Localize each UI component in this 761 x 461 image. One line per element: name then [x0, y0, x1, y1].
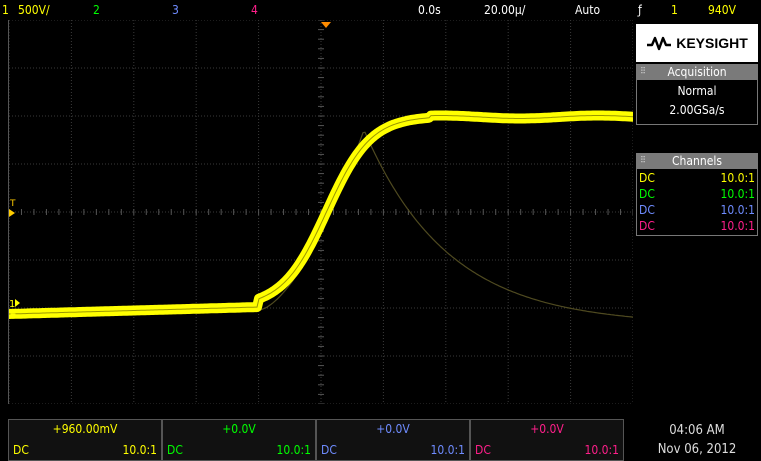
acquisition-panel[interactable]: Normal 2.00GSa/s [636, 80, 758, 125]
channel-coupling: DC [639, 219, 655, 233]
brand-logo: KEYSIGHT [636, 24, 758, 62]
channels-header[interactable]: ⠿ Channels [636, 153, 758, 169]
ch1-scale[interactable]: 500Ⅴ/ [18, 3, 50, 17]
trigger-position-marker [321, 22, 331, 28]
ch1-trace-core [8, 115, 634, 315]
channels-panel[interactable]: DC 10.0:1 DC 10.0:1 DC 10.0:1 DC 10.0:1 [636, 169, 758, 236]
channel-offset: +0.0V [530, 422, 564, 436]
clock-date: Nov 06, 2012 [657, 442, 737, 457]
status-bar: 1 500Ⅴ/ 2 3 4 0.0s 20.00µ/ Auto ƒ 1 940Ⅴ [0, 0, 761, 20]
channel-row[interactable]: DC 10.0:1 [637, 218, 757, 234]
ch1-ground-label: 1 [9, 299, 15, 310]
channel-coupling: DC [475, 443, 491, 457]
channel-offset: +0.0V [222, 422, 256, 436]
trigger-slope-icon: ƒ [638, 3, 642, 17]
channel-coupling: DC [639, 187, 655, 201]
channel-row[interactable]: DC 10.0:1 [637, 202, 757, 218]
channel-probe: 10.0:1 [720, 187, 755, 201]
side-panel: KEYSIGHT ⠿ Acquisition Normal 2.00GSa/s … [636, 24, 758, 408]
keysight-wave-icon [647, 36, 672, 51]
brand-name: KEYSIGHT [676, 35, 748, 51]
channel-coupling: DC [639, 171, 655, 185]
ch1-ground-marker [15, 299, 20, 307]
channel-probe: 10.0:1 [276, 443, 311, 457]
channel-probe: 10.0:1 [720, 171, 755, 185]
channel-1-info[interactable]: +960.00mV DC 10.0:1 [8, 419, 162, 461]
channel-coupling: DC [639, 203, 655, 217]
channel-offset: +960.00mV [52, 422, 118, 436]
channel-info-bar: +960.00mV DC 10.0:1 +0.0V DC 10.0:1 +0.0V DC 10.… [8, 419, 626, 461]
channel-coupling: DC [321, 443, 337, 457]
clock: 04:06 AM Nov 06, 2012 [636, 421, 758, 459]
channel-2-info[interactable]: +0.0V DC 10.0:1 [162, 419, 316, 461]
ch2-number[interactable]: 2 [93, 3, 100, 17]
channel-row[interactable]: DC 10.0:1 [637, 186, 757, 202]
acquisition-header[interactable]: ⠿ Acquisition [636, 64, 758, 80]
channel-probe: 10.0:1 [584, 443, 619, 457]
channels-title: Channels [672, 154, 722, 168]
clock-time: 04:06 AM [669, 423, 725, 438]
channel-offset: +0.0V [376, 422, 410, 436]
trigger-mode[interactable]: Auto [575, 3, 601, 17]
channel-row[interactable]: DC 10.0:1 [637, 170, 757, 186]
sample-rate: 2.00GSa/s [669, 103, 725, 117]
graticule: T 1 [4, 19, 638, 405]
waveform-display[interactable]: T 1 [4, 19, 638, 405]
channel-probe: 10.0:1 [430, 443, 465, 457]
trigger-level-label: T [9, 199, 16, 209]
ch1-number[interactable]: 1 [2, 3, 9, 17]
channel-probe: 10.0:1 [720, 203, 755, 217]
trigger-level[interactable]: 940Ⅴ [708, 3, 736, 17]
time-scale[interactable]: 20.00µ/ [484, 3, 526, 17]
channel-coupling: DC [13, 443, 29, 457]
grip-icon: ⠿ [640, 67, 646, 77]
ground-icon [9, 311, 17, 317]
channel-coupling: DC [167, 443, 183, 457]
trigger-source[interactable]: 1 [671, 3, 678, 17]
channel-probe: 10.0:1 [720, 219, 755, 233]
acquisition-mode: Normal [677, 84, 717, 98]
ch4-number[interactable]: 4 [251, 3, 258, 17]
ch3-number[interactable]: 3 [172, 3, 179, 17]
channel-probe: 10.0:1 [122, 443, 157, 457]
trigger-level-marker [9, 209, 15, 217]
acquisition-title: Acquisition [667, 65, 727, 79]
time-delay[interactable]: 0.0s [418, 3, 441, 17]
channel-3-info[interactable]: +0.0V DC 10.0:1 [316, 419, 470, 461]
grip-icon: ⠿ [640, 156, 646, 166]
channel-4-info[interactable]: +0.0V DC 10.0:1 [470, 419, 624, 461]
